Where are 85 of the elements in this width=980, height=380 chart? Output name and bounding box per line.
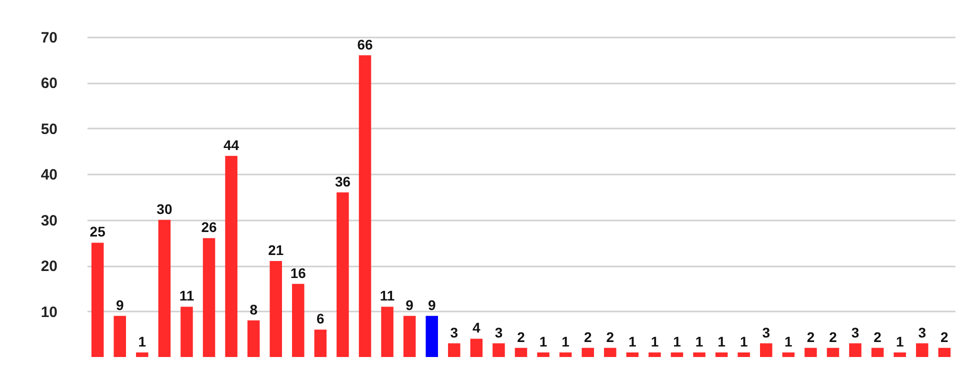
data-label: 3 [762, 324, 770, 340]
data-label: 3 [494, 324, 503, 340]
bar [158, 220, 171, 357]
data-label: 1 [673, 333, 682, 350]
data-label: 1 [628, 333, 637, 350]
data-label: 1 [740, 333, 748, 350]
bar [202, 238, 216, 357]
bar [225, 156, 238, 357]
bar [648, 352, 661, 357]
data-label: 9 [428, 296, 436, 313]
bar [760, 343, 772, 357]
data-label: 1 [784, 333, 793, 350]
bar [114, 316, 126, 357]
bar [715, 352, 728, 357]
data-label: 8 [250, 301, 258, 318]
y-tick-label: 50 [40, 120, 58, 138]
data-label: 9 [116, 296, 124, 313]
data-label: 9 [406, 296, 414, 313]
data-label: 1 [562, 333, 570, 350]
data-label: 3 [450, 324, 458, 340]
data-label: 36 [334, 173, 351, 190]
data-label: 2 [874, 328, 882, 345]
bar [247, 320, 260, 357]
bar [693, 352, 706, 357]
data-label: 2 [806, 328, 815, 345]
data-label: 2 [829, 328, 838, 345]
bar [91, 242, 104, 357]
bar [782, 352, 795, 357]
y-tick-label: 60 [40, 75, 58, 92]
data-label: 1 [539, 333, 548, 350]
bar [738, 352, 750, 357]
bar [136, 352, 148, 357]
data-label: 2 [517, 328, 526, 345]
data-label: 1 [138, 333, 146, 350]
data-label: 3 [918, 324, 926, 340]
data-label: 30 [156, 200, 172, 217]
bar [849, 343, 862, 357]
y-tick-label: 30 [40, 212, 58, 230]
data-label: 11 [380, 288, 395, 304]
data-label: 2 [940, 328, 949, 345]
bar [336, 192, 349, 357]
bar [426, 316, 438, 357]
bar [582, 348, 594, 357]
data-label: 11 [179, 288, 194, 304]
data-label: 25 [90, 224, 106, 240]
data-label: 2 [606, 328, 614, 345]
bar [670, 352, 684, 357]
data-label: 26 [201, 219, 218, 236]
bar [537, 352, 550, 357]
bar [916, 343, 928, 357]
data-label: 6 [316, 310, 325, 327]
data-label: 3 [851, 324, 860, 340]
data-label: 1 [718, 333, 726, 350]
bar [559, 352, 572, 357]
bar [292, 284, 304, 357]
bar [604, 348, 616, 357]
bar [492, 343, 505, 357]
bar [938, 348, 951, 357]
bar [314, 330, 327, 357]
bar [470, 338, 483, 357]
bar [270, 261, 282, 357]
data-label: 1 [896, 333, 904, 350]
bar [804, 348, 817, 357]
y-tick-label: 10 [40, 304, 58, 321]
bar [871, 348, 884, 357]
bar [381, 306, 394, 357]
y-tick-label: 70 [40, 30, 58, 46]
data-label: 1 [650, 333, 659, 350]
bar [448, 343, 460, 357]
data-label: 2 [584, 328, 592, 345]
bar [826, 348, 840, 357]
data-label: 1 [695, 333, 704, 350]
data-label: 4 [472, 320, 481, 336]
bar [180, 306, 193, 357]
data-label: 44 [224, 136, 240, 153]
bar [514, 348, 528, 357]
data-label: 21 [268, 242, 284, 258]
data-label: 66 [357, 36, 373, 52]
bar [358, 55, 372, 357]
bar [626, 352, 639, 357]
bar [403, 316, 416, 357]
bar [894, 352, 906, 357]
y-tick-label: 20 [40, 258, 58, 276]
data-label: 16 [290, 264, 306, 281]
y-tick-label: 40 [40, 166, 58, 184]
